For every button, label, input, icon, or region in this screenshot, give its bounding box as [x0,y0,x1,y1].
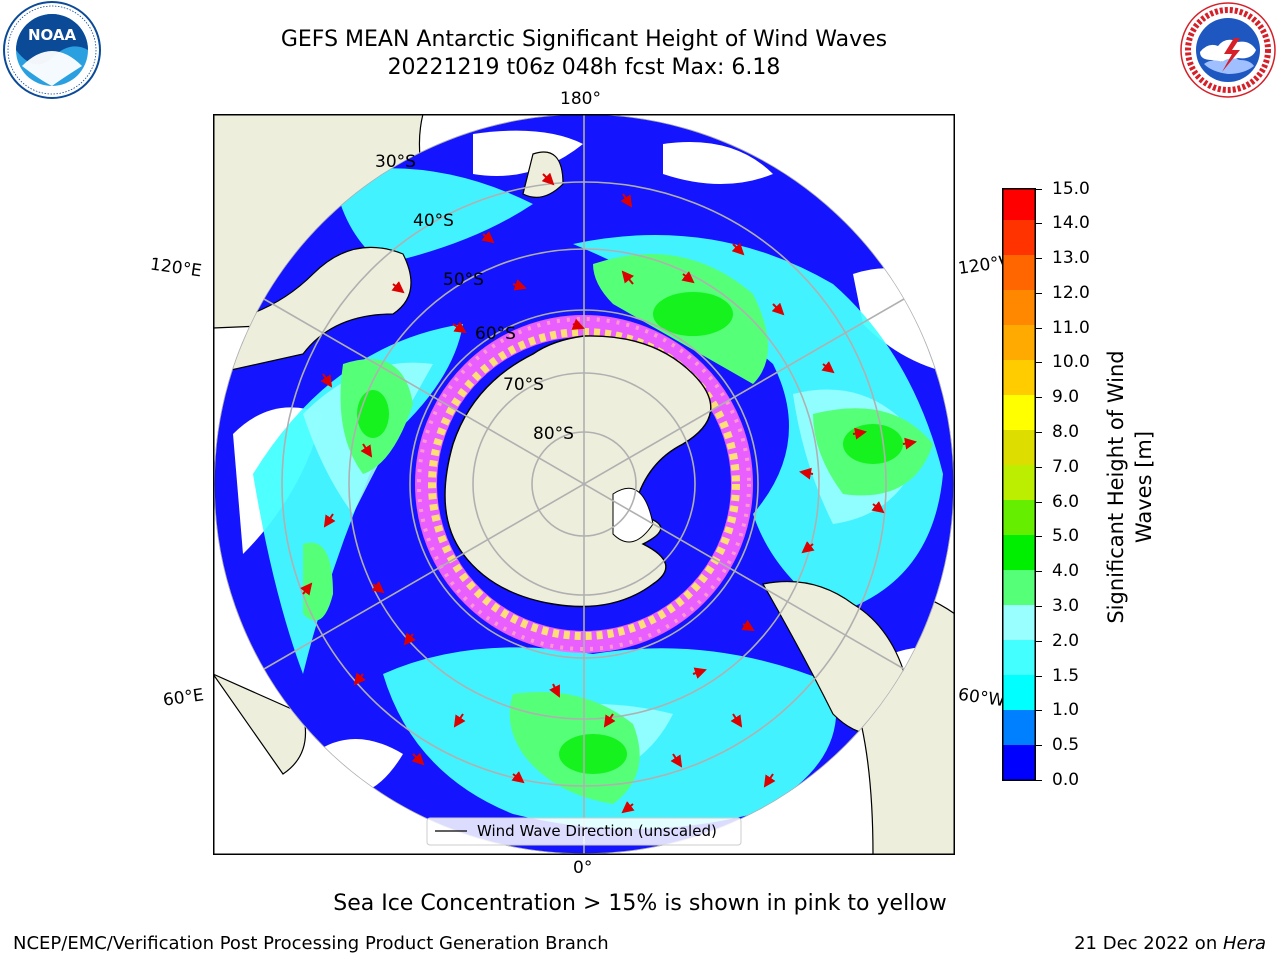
lat-label-80s: 80°S [533,424,574,444]
colorbar-tick-label: 7.0 [1052,457,1080,477]
colorbar-seg-14 [1003,255,1035,290]
colorbar-seg-15 [1003,220,1035,255]
colorbar-tick-label: 8.0 [1052,422,1080,442]
colorbar-seg-13 [1003,290,1035,325]
colorbar-seg-1 [1003,710,1035,745]
footer-right: 21 Dec 2022 on Hera [1074,933,1266,954]
lon-label-0: 0° [573,858,593,878]
lat-label-50s: 50°S [443,270,484,290]
lon-label-60w: 60°W [956,684,1007,712]
lon-label-120e: 120°E [148,254,203,282]
antarctica [444,335,712,608]
nws-logo [1178,2,1278,102]
wave-band-brightgreen [357,292,903,774]
map-title-line1: GEFS MEAN Antarctic Significant Height o… [280,27,888,52]
lat-label-40s: 40°S [413,211,454,231]
colorbar-seg-3 [1003,640,1035,675]
polar-map: Wind Wave Direction (unscaled) [213,114,955,855]
lat-label-30s: 30°S [375,152,416,172]
colorbar-tick-label: 3.0 [1052,596,1080,616]
colorbar-tick-label: 14.0 [1052,213,1090,233]
colorbar-tick-label: 2.0 [1052,631,1080,651]
colorbar-tick-label: 13.0 [1052,248,1090,268]
colorbar-tick-label: 1.0 [1052,700,1080,720]
colorbar-tick-label: 1.5 [1052,666,1080,686]
colorbar-segments [1003,189,1035,780]
colorbar-tick-label: 0.0 [1052,770,1080,790]
map-legend: Wind Wave Direction (unscaled) [426,817,742,846]
colorbar-tick-label: 4.0 [1052,561,1080,581]
lat-label-60s: 60°S [475,324,516,344]
colorbar-seg-6 [1003,535,1035,570]
colorbar-tick-label: 10.0 [1052,352,1090,372]
colorbar-seg-16 [1003,189,1035,220]
lon-label-60e: 60°E [161,685,206,711]
lat-label-70s: 70°S [503,375,544,395]
legend-label: Wind Wave Direction (unscaled) [477,822,717,840]
colorbar [1002,188,1036,781]
colorbar-seg-12 [1003,325,1035,360]
colorbar-seg-2 [1003,675,1035,710]
colorbar-seg-8 [1003,465,1035,500]
colorbar-tick-label: 0.5 [1052,735,1080,755]
colorbar-tick-label: 6.0 [1052,492,1080,512]
colorbar-tick-label: 11.0 [1052,318,1090,338]
colorbar-title-text: Significant Height of Wind Waves [m] [1104,350,1156,624]
colorbar-tick-label: 12.0 [1052,283,1090,303]
footer-left: NCEP/EMC/Verification Post Processing Pr… [13,933,609,954]
noaa-logo: NOAA [0,0,104,104]
colorbar-seg-5 [1003,570,1035,605]
colorbar-tick-label: 9.0 [1052,387,1080,407]
graticule [214,114,954,854]
colorbar-seg-11 [1003,360,1035,395]
sea-ice-caption: Sea Ice Concentration > 15% is shown in … [333,891,947,916]
footer-machine: Hera [1222,933,1266,954]
colorbar-seg-7 [1003,500,1035,535]
map-title-line2: 20221219 t06z 048h fcst Max: 6.18 [387,55,781,80]
colorbar-tick-label: 15.0 [1052,179,1090,199]
wave-direction-arrows [300,172,917,814]
footer-date: 21 Dec 2022 on [1074,933,1223,954]
colorbar-tick-label: 5.0 [1052,526,1080,546]
lon-label-180: 180° [560,89,601,109]
colorbar-seg-9 [1003,430,1035,465]
colorbar-seg-4 [1003,605,1035,640]
colorbar-seg-0 [1003,745,1035,780]
noaa-logo-text: NOAA [28,26,77,44]
colorbar-seg-10 [1003,395,1035,430]
